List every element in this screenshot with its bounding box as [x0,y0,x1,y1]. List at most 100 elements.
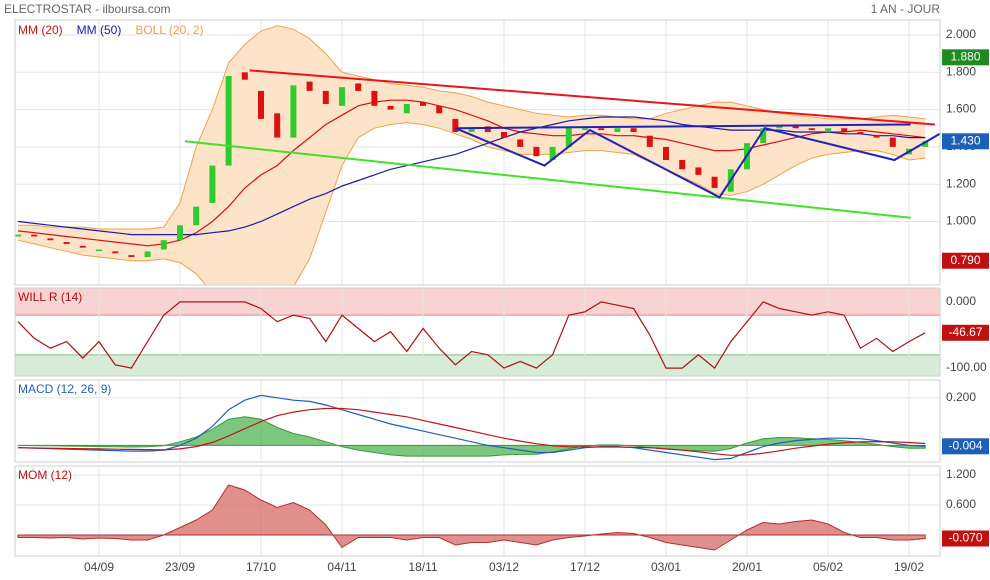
y-tick-label: 0.000 [946,294,976,308]
candle [371,90,378,106]
panel-border [14,19,941,286]
candle [96,249,102,252]
trend-line [455,127,940,199]
candle [808,128,815,131]
panel-title: WILL R (14) [18,290,82,304]
candle [144,251,151,258]
candle [355,83,362,91]
trend-line [184,140,911,219]
candle [922,141,929,147]
x-tick-label: 17/12 [570,560,600,574]
candle [857,131,864,134]
last-value-box [942,133,989,150]
candle [889,137,896,147]
candle [711,176,718,188]
candle [225,75,232,166]
x-tick-label: 18/11 [408,560,437,574]
candle [630,128,637,132]
candle [533,146,540,157]
x-tick-label: 03/01 [651,560,681,574]
trend-line [455,123,911,130]
last-value-box [942,252,989,269]
candle [873,135,880,138]
panel-title: MOM (12) [18,468,72,482]
candle [63,242,70,244]
trend-line [249,69,935,126]
last-value-label: 1.880 [950,49,980,63]
candle [501,131,507,138]
last-value-box [942,49,989,66]
panel [15,288,940,376]
candle [760,128,767,144]
panel-border [14,379,941,463]
indicator-line [17,407,926,456]
last-value-box [942,530,989,547]
candle [47,238,54,241]
candle [306,81,313,91]
y-tick-label: 1.200 [946,176,976,190]
y-tick-label: 0.600 [946,497,976,511]
candle [387,105,394,110]
x-tick-label: 17/10 [246,560,276,574]
indicator-area [17,416,926,457]
last-value-box [942,438,989,455]
candle [420,102,426,106]
candle [258,90,264,119]
last-value-label: -0.070 [948,531,982,545]
candle [549,146,556,160]
candle [177,225,183,241]
panel-border [14,465,941,557]
candle [695,167,702,175]
candle [646,135,653,147]
candle [582,128,588,131]
panel [15,466,940,556]
candle [679,159,686,170]
candle [128,255,135,258]
x-tick-label: 04/11 [327,560,356,574]
moving-average [17,99,926,247]
y-tick-label: 0.200 [946,390,976,404]
y-tick-label: 1.000 [946,214,976,228]
candle [598,128,605,131]
candle [290,85,297,138]
candle [436,105,443,114]
candle [241,72,248,80]
panel-border [14,287,941,377]
panel-title: MACD (12, 26, 9) [18,382,111,396]
indicator-line [17,301,926,370]
y-tick-label: -100.00 [946,360,987,374]
y-tick-label: 1.600 [946,102,976,116]
bollinger-fill [18,25,926,285]
candle [209,165,216,203]
x-tick-label: 20/01 [732,560,762,574]
legend-entry: MM (20) [18,23,63,37]
candle [112,251,119,254]
indicator-area [17,484,926,551]
x-tick-label: 03/12 [489,560,519,574]
candle [31,234,38,237]
candle [825,128,831,132]
candle [776,126,783,129]
candle [322,90,329,104]
candle [614,128,621,132]
candle [841,128,848,132]
candle [160,240,167,250]
candle [339,87,345,106]
y-tick-label: 2.000 [946,27,976,41]
candle [193,206,200,226]
indicator-line [17,394,926,461]
legend-entry: MM (50) [77,23,122,37]
x-tick-label: 05/02 [813,560,843,574]
candle [452,118,459,132]
last-value-box [942,324,989,341]
last-value-label: 1.430 [950,133,980,147]
y-tick-label: 1.200 [946,467,976,481]
legend-entry: BOLL (20, 2) [135,23,203,37]
y-tick-label: 1.800 [946,64,976,78]
last-value-label: -0.004 [948,438,982,452]
header-period: 1 AN - JOUR [871,2,941,16]
candle [565,128,572,147]
candle [274,113,281,138]
candle [79,245,86,248]
